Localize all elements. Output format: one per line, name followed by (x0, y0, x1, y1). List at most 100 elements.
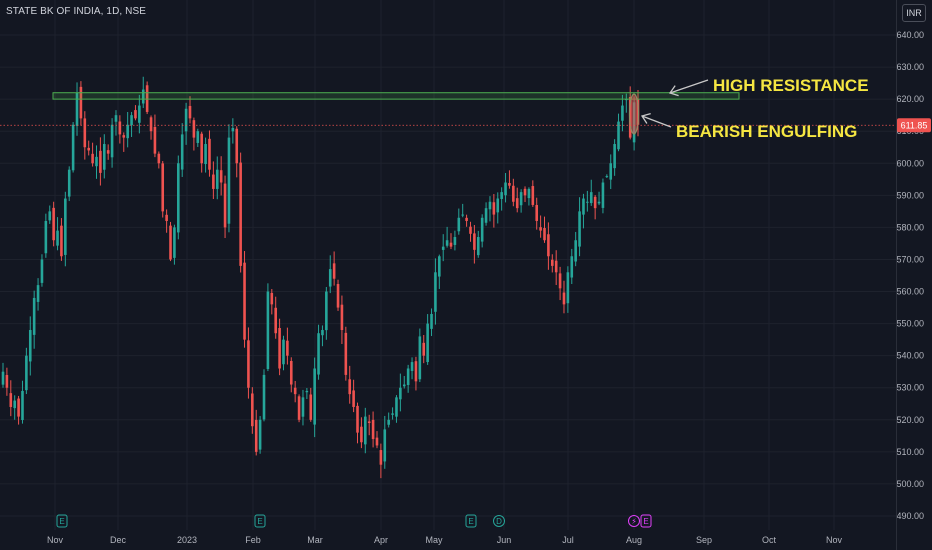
candle-body (476, 237, 480, 256)
candle-body (402, 384, 406, 387)
price-tick-label: 630.00 (896, 62, 924, 72)
candle-body (110, 124, 114, 158)
engulfing-arrow (641, 115, 672, 128)
candle-body (500, 192, 503, 199)
candle-body (235, 128, 239, 164)
last-price-badge (897, 118, 931, 133)
candle-body (36, 285, 40, 302)
candle-body (153, 126, 157, 154)
candle-body (64, 198, 67, 255)
time-tick-label: Nov (47, 535, 64, 545)
candle-body (99, 150, 102, 173)
candle-body (184, 108, 188, 132)
candle-body (149, 117, 153, 132)
candle-body (196, 131, 200, 143)
candle-body (543, 228, 546, 241)
candle-body (215, 169, 219, 189)
currency-button[interactable]: INR (902, 4, 926, 22)
candle-body (473, 233, 476, 250)
candle-body (44, 220, 48, 254)
candle-body (9, 393, 13, 407)
price-tick-label: 580.00 (896, 222, 924, 232)
time-tick-label: Nov (826, 535, 843, 545)
candle-body (212, 174, 215, 189)
candle-body (527, 188, 531, 199)
candle-body (223, 183, 227, 228)
candle-body (118, 121, 122, 135)
candle-body (60, 225, 63, 257)
candle-body (593, 196, 597, 209)
candle-body (258, 419, 262, 450)
price-tick-label: 620.00 (896, 94, 924, 104)
candle-body (531, 186, 535, 205)
event-marker-label: E (468, 517, 473, 526)
price-tick-label: 560.00 (896, 287, 924, 297)
candle-body (613, 144, 616, 169)
event-marker-label: E (257, 517, 262, 526)
candle-body (344, 332, 348, 375)
candle-body (56, 230, 59, 246)
candle-body (161, 163, 165, 212)
candle-body (574, 240, 577, 262)
earnings-marker (254, 514, 266, 528)
candle-body (383, 429, 387, 462)
candle-body (165, 214, 168, 221)
candle-body (570, 256, 574, 278)
candle-body (17, 398, 20, 417)
candle-body (519, 192, 523, 206)
candle-body (282, 339, 285, 365)
price-tick-label: 590.00 (896, 190, 924, 200)
candle-body (79, 86, 83, 119)
event-marker-label: D (496, 517, 502, 526)
time-tick-label: Mar (307, 535, 323, 545)
price-tick-label: 550.00 (896, 319, 924, 329)
candle-body (589, 192, 593, 204)
candle-body (247, 340, 250, 388)
resistance-arrow (669, 79, 709, 94)
candle-body (457, 217, 461, 232)
earnings-marker (56, 514, 68, 528)
time-tick-label: 2023 (177, 535, 197, 545)
candle-body (605, 176, 609, 178)
candle-body (130, 115, 133, 126)
candle-body (399, 387, 402, 400)
annotation-high-resistance: HIGH RESISTANCE (713, 76, 869, 95)
candle-body (550, 259, 554, 266)
candle-body (379, 450, 383, 465)
candle-body (496, 198, 500, 213)
candle-body (535, 204, 539, 221)
candle-body (32, 297, 36, 335)
candle-body (562, 292, 566, 305)
candle-body (336, 284, 340, 308)
candle-body (597, 201, 601, 204)
candle-body (106, 150, 110, 154)
candle-body (601, 182, 605, 208)
candle-body (266, 291, 270, 370)
candle-body (219, 170, 223, 183)
candle-body (480, 217, 484, 242)
price-tick-label: 520.00 (896, 415, 924, 425)
candle-body (40, 259, 44, 283)
candle-body (508, 183, 511, 186)
candle-body (169, 225, 172, 260)
candle-body (145, 85, 149, 112)
candle-body (126, 124, 129, 139)
candle-body (422, 342, 426, 356)
candle-body (434, 272, 437, 312)
engulfing-highlight (628, 93, 640, 135)
event-marker-label: E (643, 517, 648, 526)
event-marker-label: E (59, 517, 64, 526)
candle-body (188, 105, 192, 119)
price-tick-label: 600.00 (896, 158, 924, 168)
candle-body (558, 273, 562, 289)
candle-body (469, 226, 472, 234)
earnings-marker (465, 514, 477, 528)
candle-body (313, 368, 316, 425)
candle-body (325, 291, 328, 331)
candle-body (515, 198, 519, 209)
candle-body (406, 368, 410, 386)
candle-body (270, 292, 274, 305)
candle-body (356, 405, 359, 433)
candle-body (395, 397, 398, 417)
